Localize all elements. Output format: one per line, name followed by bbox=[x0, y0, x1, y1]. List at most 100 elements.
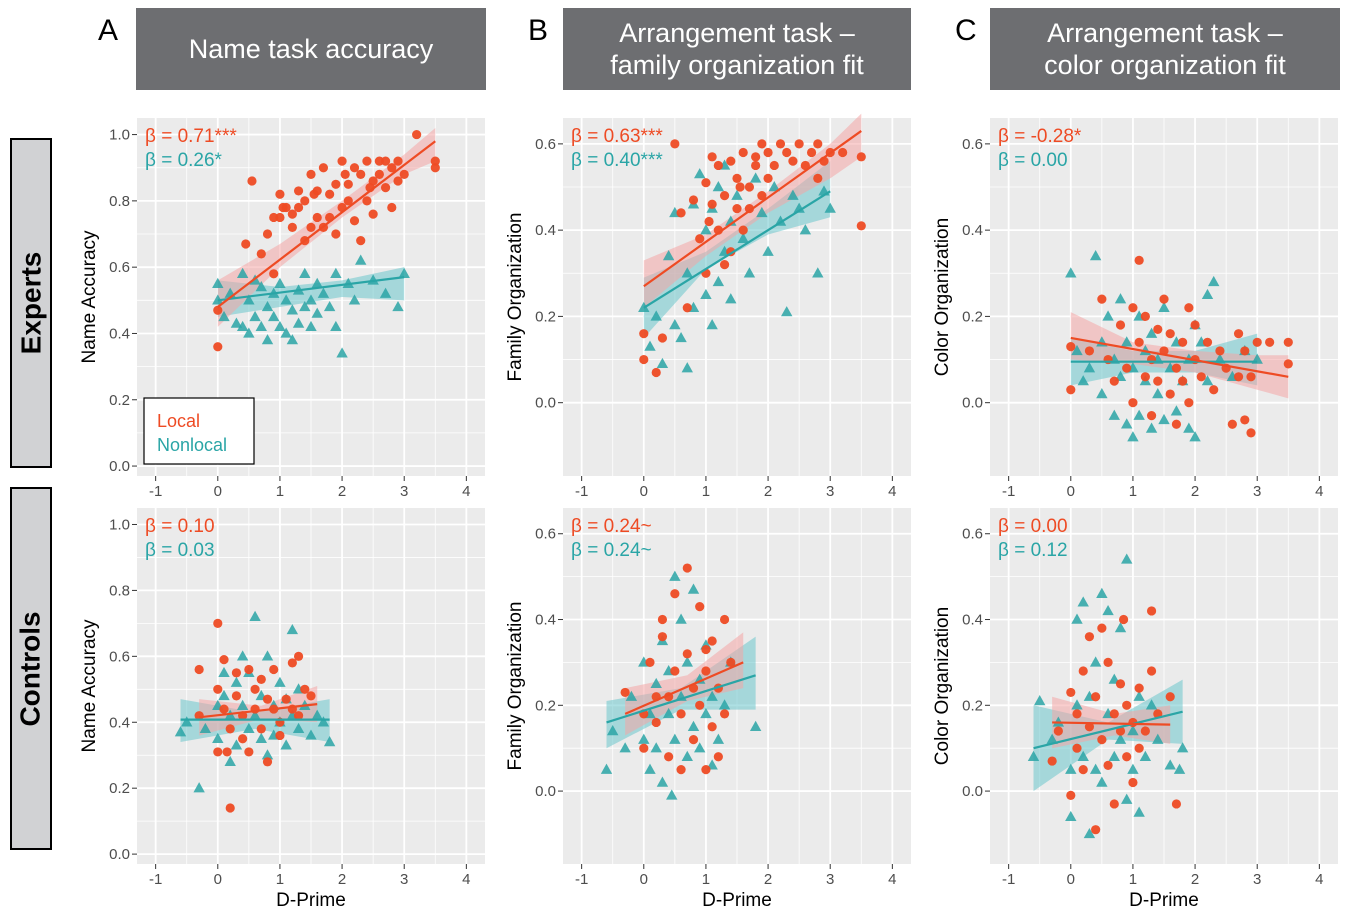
local-point bbox=[1119, 614, 1129, 625]
x-tick-label: 4 bbox=[888, 871, 896, 888]
local-point bbox=[241, 239, 251, 249]
local-point bbox=[757, 191, 767, 201]
local-point bbox=[222, 747, 232, 757]
nonlocal-point bbox=[218, 689, 230, 701]
local-point bbox=[293, 186, 304, 196]
local-point bbox=[244, 664, 254, 675]
legend-local-label: Local bbox=[157, 411, 200, 431]
local-point bbox=[256, 249, 266, 259]
column-header-color-fit: Arrangement task – color organization fi… bbox=[990, 8, 1340, 90]
x-tick-label: 2 bbox=[764, 871, 772, 888]
nonlocal-beta-annotation: β = 0.40*** bbox=[571, 150, 663, 171]
local-point bbox=[194, 664, 204, 675]
local-point bbox=[1146, 411, 1157, 421]
local-point bbox=[676, 208, 686, 218]
nonlocal-point bbox=[799, 224, 812, 235]
x-tick-label: 3 bbox=[400, 871, 408, 888]
local-point bbox=[275, 730, 285, 741]
nonlocal-point bbox=[1121, 553, 1133, 564]
nonlocal-point bbox=[330, 320, 342, 332]
nonlocal-point bbox=[336, 347, 348, 358]
nonlocal-point bbox=[280, 327, 292, 338]
local-point bbox=[1078, 666, 1088, 676]
nonlocal-confidence-band bbox=[217, 267, 405, 317]
local-point bbox=[1159, 294, 1169, 304]
local-point bbox=[1084, 722, 1095, 732]
local-point bbox=[1140, 726, 1150, 736]
local-point bbox=[219, 704, 229, 714]
local-point bbox=[775, 139, 786, 149]
local-point bbox=[651, 717, 661, 728]
local-point bbox=[676, 709, 686, 719]
nonlocal-fit-line bbox=[1033, 710, 1183, 750]
local-point bbox=[1165, 389, 1175, 399]
local-point bbox=[1233, 372, 1244, 382]
local-point bbox=[620, 687, 630, 698]
local-point bbox=[738, 147, 748, 158]
local-point bbox=[1097, 294, 1107, 304]
nonlocal-point bbox=[212, 277, 224, 288]
nonlocal-beta-annotation: β = 0.24~ bbox=[571, 540, 652, 561]
nonlocal-point bbox=[644, 763, 656, 774]
local-point bbox=[1178, 337, 1188, 347]
panel-a-experts: -1 0 1 2 3 4 0.0 0.2 0.4 0.6 0.8 1.0 Name Accuracy β … bbox=[79, 118, 485, 500]
x-tick-label: 2 bbox=[338, 483, 346, 500]
x-axis-label: D-Prime bbox=[276, 890, 346, 911]
local-point bbox=[356, 236, 366, 246]
nonlocal-point bbox=[1170, 405, 1183, 416]
nonlocal-point bbox=[311, 277, 323, 288]
local-point bbox=[349, 216, 360, 226]
nonlocal-point bbox=[687, 720, 700, 731]
nonlocal-point bbox=[392, 300, 404, 312]
nonlocal-point bbox=[305, 320, 317, 332]
nonlocal-point bbox=[1127, 725, 1139, 736]
nonlocal-point bbox=[174, 726, 187, 737]
local-point bbox=[1146, 666, 1157, 676]
nonlocal-point bbox=[1102, 604, 1114, 616]
local-beta-annotation: β = 0.00 bbox=[998, 516, 1068, 537]
x-tick-label: -1 bbox=[575, 483, 588, 500]
local-point bbox=[1091, 692, 1101, 702]
local-point bbox=[1165, 329, 1175, 339]
nonlocal-point bbox=[1152, 388, 1164, 399]
local-point bbox=[337, 156, 347, 166]
local-point bbox=[325, 189, 335, 199]
nonlocal-point bbox=[662, 707, 675, 719]
local-point bbox=[794, 139, 804, 149]
y-axis-label: Color Organization bbox=[932, 607, 953, 765]
x-tick-label: 3 bbox=[400, 483, 408, 500]
nonlocal-point bbox=[1208, 275, 1220, 287]
nonlocal-point bbox=[1121, 793, 1133, 804]
local-point bbox=[1072, 709, 1082, 719]
local-point bbox=[707, 636, 717, 646]
nonlocal-point bbox=[292, 317, 305, 328]
local-point bbox=[806, 147, 817, 158]
nonlocal-point bbox=[638, 733, 650, 744]
nonlocal-point bbox=[743, 267, 756, 278]
local-point bbox=[1047, 756, 1057, 766]
y-tick-label: 0.4 bbox=[962, 612, 983, 629]
nonlocal-point bbox=[762, 245, 774, 256]
nonlocal-beta-annotation: β = 0.03 bbox=[145, 540, 215, 561]
local-point bbox=[309, 189, 319, 199]
local-point bbox=[1165, 692, 1175, 702]
local-point bbox=[1066, 687, 1076, 698]
local-point bbox=[387, 202, 397, 213]
x-tick-label: 3 bbox=[1253, 483, 1261, 500]
local-point bbox=[331, 179, 341, 189]
nonlocal-point bbox=[255, 281, 267, 292]
local-point bbox=[219, 655, 229, 665]
local-point bbox=[213, 305, 223, 315]
nonlocal-point bbox=[1183, 422, 1195, 433]
y-tick-label: 0.6 bbox=[535, 526, 556, 543]
nonlocal-point bbox=[1164, 759, 1176, 770]
local-point bbox=[1215, 346, 1225, 356]
local-point bbox=[362, 156, 372, 166]
nonlocal-point bbox=[1145, 699, 1158, 710]
nonlocal-fit-line bbox=[217, 276, 405, 302]
x-tick-label: 3 bbox=[826, 871, 834, 888]
nonlocal-point bbox=[669, 733, 681, 744]
local-point bbox=[657, 333, 668, 343]
local-point bbox=[1115, 726, 1126, 736]
y-tick-label: 0.2 bbox=[962, 308, 983, 325]
